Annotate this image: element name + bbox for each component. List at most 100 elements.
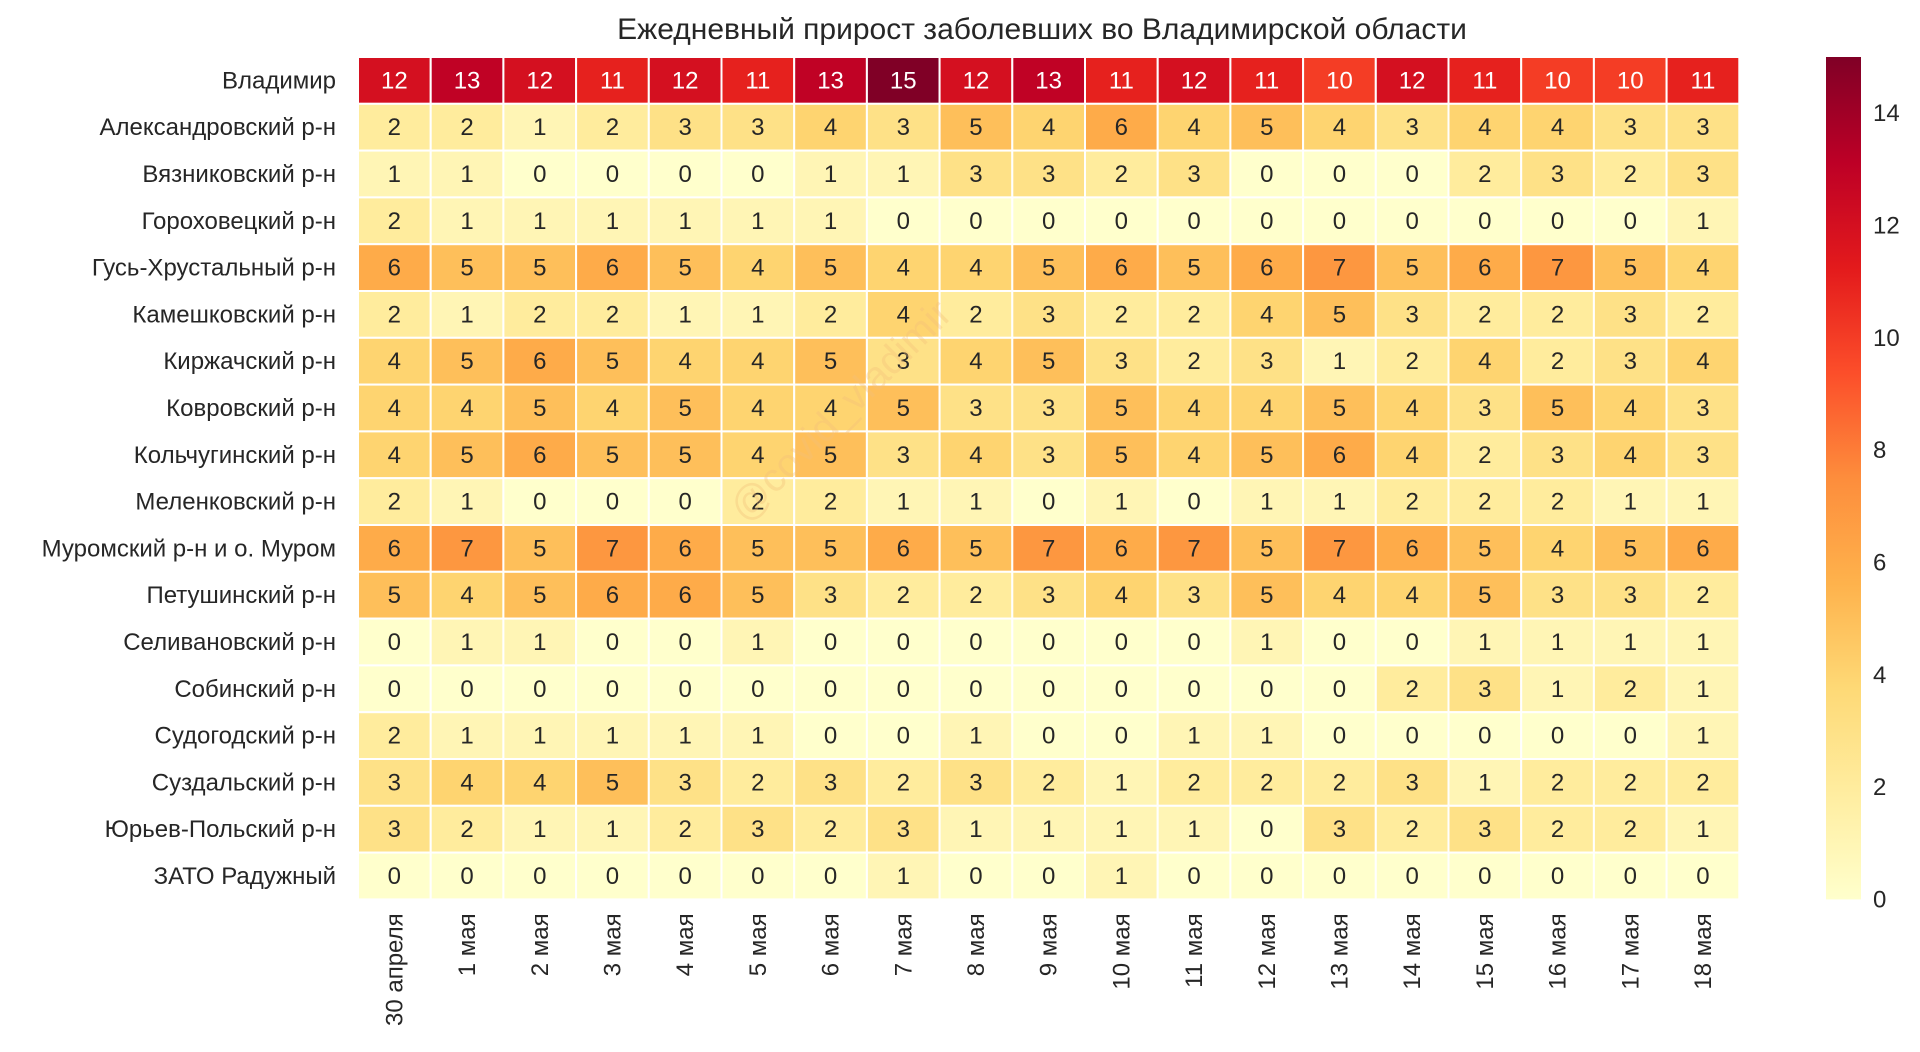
cell-value-label: 2 — [1478, 301, 1491, 328]
cell-value-label: 0 — [1042, 863, 1055, 890]
cell-value-label: 12 — [672, 67, 699, 94]
cell-value-label: 2 — [1551, 489, 1564, 516]
heatmap-cell — [1665, 477, 1741, 527]
cell-value-label: 1 — [1696, 208, 1709, 235]
cell-value-label: 0 — [1333, 863, 1346, 890]
heatmap-cell — [1665, 524, 1741, 573]
heatmap-cell — [575, 290, 650, 339]
cell-value-label: 0 — [1696, 863, 1709, 890]
cell-value-label: 0 — [824, 863, 837, 890]
cell-value-label: 5 — [678, 395, 691, 422]
cell-value-label: 1 — [1696, 723, 1709, 750]
cell-value-label: 0 — [533, 489, 546, 516]
cell-value-label: 1 — [460, 629, 473, 656]
heatmap-cell — [1302, 570, 1377, 620]
cell-value-label: 2 — [1624, 161, 1637, 188]
heatmap-cell — [1084, 664, 1159, 714]
cell-value-label: 5 — [606, 442, 619, 469]
heatmap-cell — [1447, 664, 1523, 714]
cell-value-label: 11 — [1254, 67, 1279, 94]
cell-value-label: 3 — [1042, 301, 1055, 328]
heatmap-cell — [793, 477, 868, 527]
cell-value-label: 3 — [824, 582, 837, 609]
cell-value-label: 0 — [1042, 676, 1055, 703]
cell-value-label: 1 — [533, 629, 546, 656]
cell-value-label: 6 — [1478, 255, 1491, 282]
colorbar-tick-label: 4 — [1873, 662, 1886, 689]
column-label: 6 мая — [818, 913, 845, 976]
cell-value-label: 1 — [1260, 723, 1273, 750]
heatmap-cell — [793, 758, 868, 807]
column-label: 3 мая — [599, 913, 626, 976]
cell-value-label: 0 — [969, 863, 982, 890]
heatmap-cell — [1011, 56, 1086, 105]
cell-value-label: 4 — [1405, 395, 1418, 422]
cell-value-label: 5 — [678, 255, 691, 282]
column-label: 30 апреля — [381, 913, 408, 1026]
cell-value-label: 2 — [388, 208, 401, 235]
cell-value-label: 2 — [897, 769, 910, 796]
heatmap-cell — [1229, 804, 1305, 854]
cell-value-label: 0 — [678, 629, 691, 656]
heatmap-cell — [1374, 196, 1450, 246]
cell-value-label: 0 — [1478, 863, 1491, 890]
heatmap-cell — [720, 570, 796, 620]
cell-value-label: 15 — [890, 67, 917, 94]
heatmap-cell — [429, 804, 505, 854]
cell-value-label: 1 — [533, 208, 546, 235]
cell-value-label: 6 — [533, 442, 546, 469]
heatmap-cell — [938, 851, 1014, 901]
heatmap-cell — [1665, 570, 1741, 620]
cell-value-label: 5 — [533, 255, 546, 282]
cell-value-label: 12 — [1399, 67, 1426, 94]
cell-value-label: 4 — [751, 442, 764, 469]
row-label: Вязниковский р-н — [142, 161, 336, 188]
cell-value-label: 6 — [388, 255, 401, 282]
cell-value-label: 1 — [1187, 723, 1200, 750]
heatmap-cell — [429, 524, 505, 573]
heatmap-cell — [1084, 758, 1159, 807]
cell-value-label: 2 — [460, 816, 473, 843]
cell-value-label: 0 — [1478, 208, 1491, 235]
heatmap-cell — [575, 196, 650, 246]
heatmap-cell — [1374, 243, 1450, 292]
cell-value-label: 1 — [751, 629, 764, 656]
cell-value-label: 1 — [824, 161, 837, 188]
cell-value-label: 6 — [388, 535, 401, 562]
heatmap-cell — [647, 430, 723, 480]
cell-value-label: 7 — [1042, 535, 1055, 562]
cell-value-label: 4 — [1260, 395, 1273, 422]
cell-value-label: 3 — [1405, 301, 1418, 328]
cell-value-label: 5 — [1405, 255, 1418, 282]
cell-value-label: 1 — [388, 161, 401, 188]
cell-value-label: 1 — [1115, 769, 1128, 796]
cell-value-label: 3 — [1333, 816, 1346, 843]
cell-value-label: 3 — [1551, 442, 1564, 469]
cell-value-label: 0 — [388, 863, 401, 890]
heatmap-cell — [1229, 383, 1305, 433]
cell-value-label: 2 — [1187, 769, 1200, 796]
cell-value-label: 5 — [1478, 535, 1491, 562]
cell-value-label: 4 — [969, 348, 982, 375]
cell-value-label: 0 — [969, 208, 982, 235]
heatmap-cell — [502, 804, 578, 854]
cell-value-label: 3 — [1624, 114, 1637, 141]
heatmap-cell — [1592, 196, 1668, 246]
cell-value-label: 3 — [1042, 395, 1055, 422]
cell-value-label: 5 — [533, 582, 546, 609]
cell-value-label: 7 — [1333, 255, 1346, 282]
cell-value-label: 4 — [1624, 442, 1637, 469]
cell-value-label: 1 — [824, 208, 837, 235]
cell-value-label: 2 — [824, 489, 837, 516]
cell-value-label: 0 — [1333, 208, 1346, 235]
heatmap-cell — [357, 617, 432, 667]
heatmap-cell — [1229, 149, 1305, 199]
heatmap-cell — [1520, 56, 1595, 105]
heatmap-cell — [938, 804, 1014, 854]
cell-value-label: 4 — [897, 301, 910, 328]
heatmap-cell — [793, 196, 868, 246]
column-label: 5 мая — [745, 913, 772, 976]
cell-value-label: 0 — [824, 629, 837, 656]
heatmap-cell — [429, 851, 505, 901]
row-label: Кольчугинский р-н — [134, 442, 336, 469]
